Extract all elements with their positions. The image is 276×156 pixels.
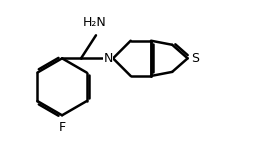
Text: N: N [104,52,113,65]
Text: H₂N: H₂N [83,15,107,29]
Text: S: S [191,52,199,65]
Text: F: F [59,121,66,134]
